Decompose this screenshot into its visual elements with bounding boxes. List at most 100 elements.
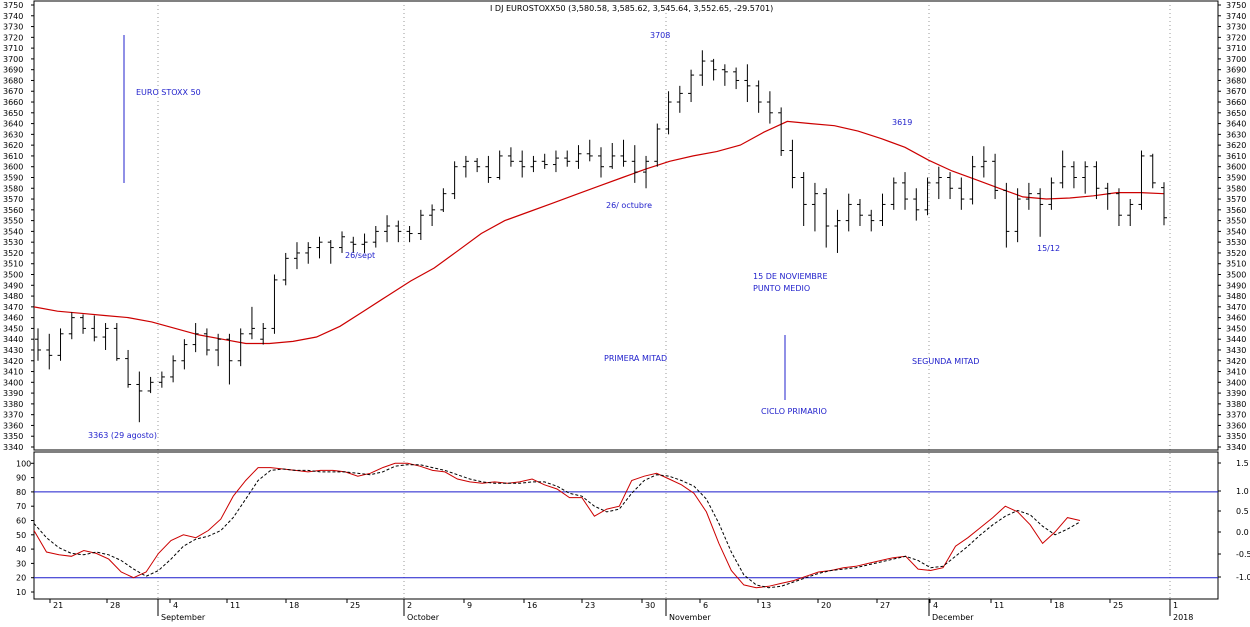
- annotation-low-august: 3363 (29 agosto): [88, 431, 157, 440]
- ohlc-bar: [395, 220, 402, 243]
- price-tick-label-right: 3410: [1226, 368, 1246, 377]
- price-tick-label-right: 3530: [1226, 238, 1246, 247]
- indicator-tick-label-right: -0.5: [1236, 550, 1250, 559]
- price-tick-label-left: 3620: [3, 141, 23, 150]
- price-tick-label-left: 3390: [3, 389, 23, 398]
- ohlc-bar: [710, 58, 717, 81]
- price-tick-label-left: 3350: [3, 432, 23, 441]
- price-tick-label-left: 3540: [3, 227, 23, 236]
- ohlc-bar: [293, 242, 300, 270]
- ohlc-bar: [57, 328, 64, 361]
- ohlc-bar: [1070, 161, 1077, 189]
- annotation-segunda-mitad: SEGUNDA MITAD: [912, 357, 979, 366]
- ohlc-bar: [958, 177, 965, 210]
- vertical-grid: [157, 5, 1171, 599]
- price-tick-label-right: 3660: [1226, 98, 1246, 107]
- moving-average-line: [33, 120, 1165, 345]
- ohlc-bar: [417, 209, 424, 241]
- ohlc-bar: [688, 69, 695, 103]
- ohlc-bar: [778, 107, 785, 156]
- price-tick-label-right: 3360: [1226, 421, 1246, 430]
- ohlc-bar: [361, 233, 368, 253]
- ohlc-bar: [1161, 182, 1167, 226]
- x-tick-label: 30: [645, 601, 655, 610]
- price-tick-label-left: 3750: [3, 1, 23, 10]
- indicator-tick-label-left: 60: [16, 517, 26, 526]
- ohlc-bar: [260, 323, 267, 345]
- indicator-tick-label-left: 30: [16, 559, 26, 568]
- ohlc-bar: [811, 182, 818, 232]
- ohlc-bar: [744, 64, 751, 103]
- x-tick-label: 18: [289, 601, 299, 610]
- ohlc-bar: [474, 158, 481, 173]
- price-tick-label-right: 3430: [1226, 346, 1246, 355]
- price-tick-label-left: 3580: [3, 184, 23, 193]
- indicator-tick-label-left: 80: [16, 488, 26, 497]
- oscillator-signal-line: [33, 464, 1081, 589]
- price-tick-label-left: 3690: [3, 66, 23, 75]
- x-tick-label: 27: [880, 601, 890, 610]
- price-tick-label-right: 3620: [1226, 141, 1246, 150]
- price-tick-label-right: 3420: [1226, 357, 1246, 366]
- ohlc-bar: [530, 155, 537, 173]
- ohlc-bar: [1003, 182, 1010, 248]
- annotation-15-12: 15/12: [1037, 244, 1060, 253]
- month-label: December: [932, 613, 974, 622]
- ohlc-bar: [147, 376, 154, 394]
- ohlc-bar: [947, 172, 954, 200]
- price-tick-label-right: 3740: [1226, 12, 1246, 21]
- x-tick-label: 1: [1173, 601, 1178, 610]
- price-tick-label-left: 3710: [3, 44, 23, 53]
- price-tick-label-left: 3460: [3, 314, 23, 323]
- price-tick-label-right: 3470: [1226, 303, 1246, 312]
- price-tick-label-left: 3720: [3, 33, 23, 42]
- price-tick-label-right: 3730: [1226, 23, 1246, 32]
- price-tick-label-left: 3730: [3, 23, 23, 32]
- price-tick-label-left: 3630: [3, 130, 23, 139]
- price-tick-label-left: 3530: [3, 238, 23, 247]
- x-tick-label: 11: [994, 601, 1004, 610]
- x-tick-label: 28: [110, 601, 120, 610]
- price-tick-label-right: 3340: [1226, 443, 1246, 452]
- ohlc-bar: [1082, 161, 1089, 194]
- price-tick-label-left: 3640: [3, 120, 23, 129]
- indicator-tick-label-left: 100: [16, 459, 31, 468]
- price-tick-label-left: 3500: [3, 271, 23, 280]
- price-tick-label-right: 3540: [1226, 227, 1246, 236]
- price-tick-label-left: 3340: [3, 443, 23, 452]
- indicator-tick-label-left: 40: [16, 545, 26, 554]
- indicator-tick-label-left: 20: [16, 574, 26, 583]
- price-tick-label-left: 3440: [3, 335, 23, 344]
- ohlc-bar: [507, 147, 514, 167]
- ohlc-bar: [902, 172, 909, 210]
- ohlc-bar: [879, 193, 886, 226]
- x-tick-label: 16: [527, 601, 537, 610]
- ohlc-bar: [384, 215, 391, 243]
- price-tick-label-left: 3490: [3, 281, 23, 290]
- x-tick-label: 9: [467, 601, 472, 610]
- ohlc-bar: [992, 153, 999, 200]
- ohlc-bar: [845, 193, 852, 232]
- oscillator-layer: [33, 462, 1081, 589]
- price-tick-label-left: 3650: [3, 109, 23, 118]
- price-tick-label-right: 3510: [1226, 260, 1246, 269]
- ohlc-bar: [766, 91, 773, 124]
- annotation-high-3619: 3619: [892, 118, 912, 127]
- price-tick-label-right: 3680: [1226, 76, 1246, 85]
- month-label: 2018: [1173, 613, 1193, 622]
- x-tick-label: 23: [585, 601, 595, 610]
- ohlc-bar: [248, 306, 255, 340]
- x-tick-label: 13: [761, 601, 771, 610]
- indicator-tick-label-right: 1.5: [1236, 459, 1249, 468]
- ohlc-bar: [676, 85, 683, 113]
- ohlc-bar: [462, 155, 469, 178]
- ohlc-bar: [339, 231, 346, 253]
- price-tick-label-left: 3560: [3, 206, 23, 215]
- price-tick-label-right: 3640: [1226, 120, 1246, 129]
- price-tick-label-right: 3440: [1226, 335, 1246, 344]
- ohlc-bar: [969, 155, 976, 205]
- price-tick-label-right: 3610: [1226, 152, 1246, 161]
- price-tick-label-left: 3370: [3, 411, 23, 420]
